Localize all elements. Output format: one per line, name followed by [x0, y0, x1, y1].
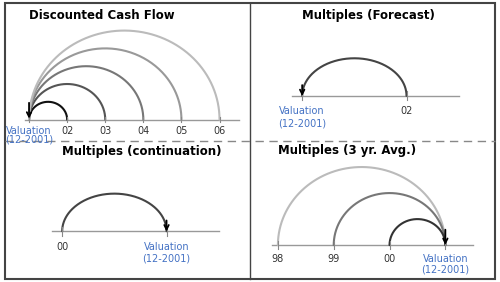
Text: Valuation: Valuation — [6, 126, 52, 136]
Text: 98: 98 — [272, 254, 284, 265]
Text: Valuation: Valuation — [280, 106, 325, 116]
Text: 02: 02 — [400, 106, 412, 116]
Text: Multiples (3 yr. Avg.): Multiples (3 yr. Avg.) — [278, 144, 416, 157]
Text: 99: 99 — [328, 254, 340, 265]
Text: (12-2001): (12-2001) — [422, 265, 470, 275]
Text: Discounted Cash Flow: Discounted Cash Flow — [29, 9, 174, 22]
Text: (12-2001): (12-2001) — [5, 135, 53, 145]
Text: 06: 06 — [214, 126, 226, 136]
Text: (12-2001): (12-2001) — [142, 254, 190, 264]
Text: Multiples (continuation): Multiples (continuation) — [62, 145, 222, 158]
Text: 04: 04 — [137, 126, 149, 136]
Text: 00: 00 — [56, 242, 68, 252]
Text: (12-2001): (12-2001) — [278, 118, 326, 128]
Text: 00: 00 — [384, 254, 396, 265]
Text: Valuation: Valuation — [422, 254, 468, 265]
Text: 03: 03 — [99, 126, 112, 136]
Text: 02: 02 — [61, 126, 74, 136]
Text: Multiples (Forecast): Multiples (Forecast) — [302, 9, 435, 22]
Text: Valuation: Valuation — [144, 242, 190, 252]
Text: 05: 05 — [175, 126, 188, 136]
